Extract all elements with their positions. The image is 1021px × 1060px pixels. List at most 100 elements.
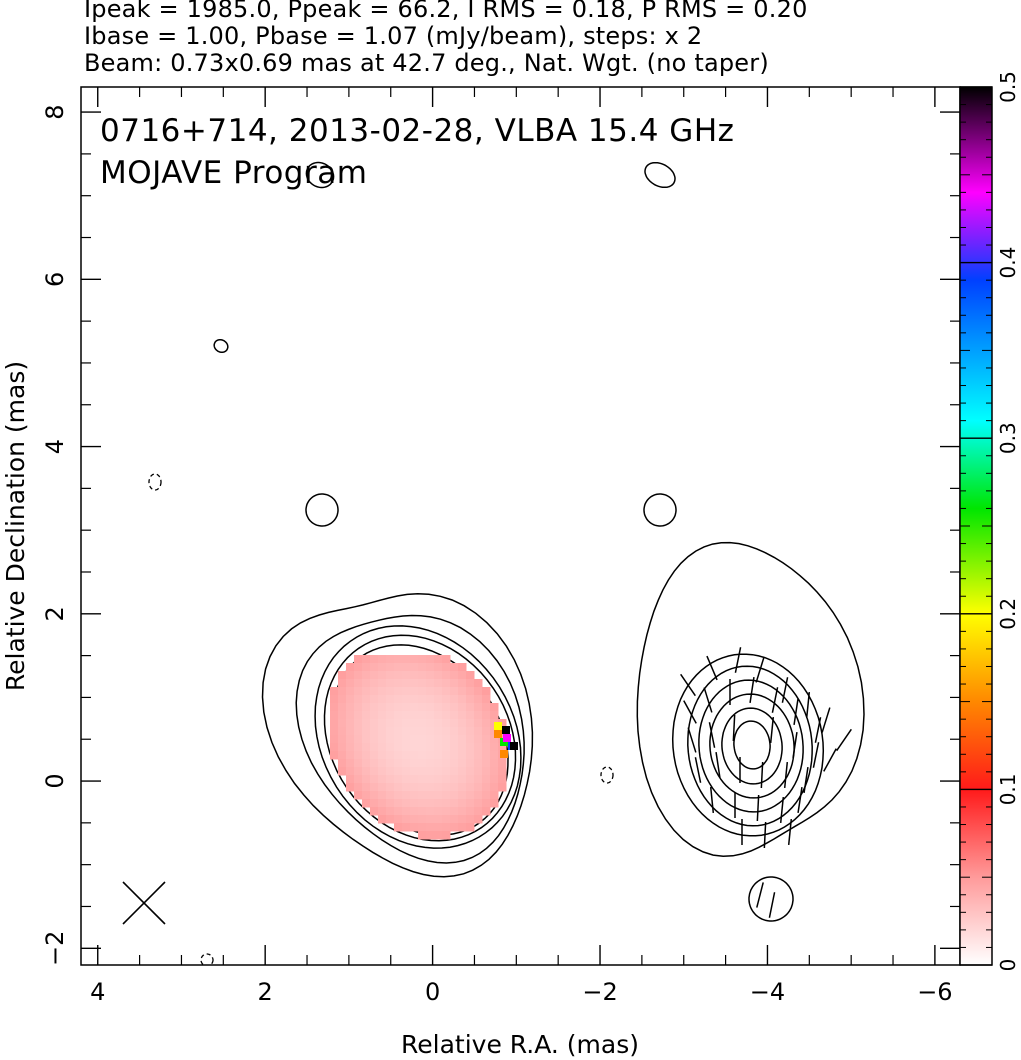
fpol-pixel [450,759,459,768]
fpol-pixel [458,767,467,776]
fpol-pixel [458,703,467,712]
fpol-pixel [434,799,443,808]
fpol-pixel [450,695,459,704]
fpol-pixel [458,663,467,672]
fpol-pixel [402,687,411,696]
fpol-pixel [490,775,499,784]
fpol-pixel [458,823,467,832]
fpol-pixel [498,743,507,752]
fpol-pixel [346,743,355,752]
evpa-vector [781,677,789,703]
x-axis-label: Relative R.A. (mas) [401,1030,639,1059]
fpol-pixel [386,671,395,680]
fpol-pixel [418,815,427,824]
fpol-pixel [338,703,347,712]
fpol-pixel [458,679,467,688]
fpol-pixel [474,703,483,712]
fpol-pixel [482,719,491,728]
fpol-pixel [434,831,443,840]
fpol-pixel [418,671,427,680]
fpol-pixel [386,679,395,688]
fpol-pixel [370,695,379,704]
fpol-pixel [346,727,355,736]
fpol-pixel [394,743,403,752]
fpol-pixel [426,671,435,680]
fpol-pixel [410,783,419,792]
fpol-pixel [442,679,451,688]
fpol-pixel [450,687,459,696]
fpol-pixel [346,719,355,728]
fpol-pixel [338,687,347,696]
fpol-pixel [346,687,355,696]
fpol-pixel [442,655,451,664]
fpol-pixel [466,703,475,712]
header-line-2: Ibase = 1.00, Pbase = 1.07 (mJy/beam), s… [84,22,703,50]
fpol-pixel [346,703,355,712]
fpol-pixel [330,695,339,704]
fpol-pixel [418,703,427,712]
fpol-pixel [378,679,387,688]
fpol-pixel [394,815,403,824]
fpol-pixel [426,823,435,832]
fpol-edge-pixel [500,750,508,758]
fpol-pixel [466,711,475,720]
fpol-pixel [434,775,443,784]
fpol-pixel [386,687,395,696]
fpol-pixel [410,719,419,728]
fpol-pixel [330,719,339,728]
fpol-pixel [474,695,483,704]
fpol-pixel [426,663,435,672]
evpa-vector [771,687,779,713]
fpol-pixel [378,791,387,800]
fpol-pixel [402,815,411,824]
fpol-pixel [450,751,459,760]
fpol-pixel [482,799,491,808]
fpol-pixel [362,663,371,672]
isolated-contour [213,339,229,353]
beam-marker [122,881,166,925]
fpol-pixel [338,711,347,720]
fpol-pixel [354,703,363,712]
fpol-edge-pixel [494,722,502,730]
evpa-vector [749,677,755,703]
fpol-pixel [442,783,451,792]
fpol-pixel [426,695,435,704]
fpol-pixel [378,663,387,672]
fpol-pixel [354,735,363,744]
fpol-pixel [402,655,411,664]
fpol-pixel [434,751,443,760]
evpa-vector [803,767,809,793]
fpol-pixel [458,791,467,800]
fpol-pixel [410,751,419,760]
fpol-pixel [466,751,475,760]
fpol-pixel [330,703,339,712]
fpol-pixel [426,711,435,720]
fpol-pixel [386,759,395,768]
evpa-vector [732,714,736,742]
fpol-pixel [354,719,363,728]
colorbar-tick-label: 0.3 [996,422,1020,454]
fpol-pixel [402,775,411,784]
fpol-pixel [434,695,443,704]
fpol-pixel [450,743,459,752]
fpol-pixel [362,759,371,768]
fpol-pixel [354,767,363,776]
fpol-pixel [474,791,483,800]
fpol-pixel-layer [330,655,518,840]
fpol-pixel [338,671,347,680]
fpol-pixel [442,815,451,824]
fpol-pixel [458,799,467,808]
fpol-pixel [482,735,491,744]
fpol-pixel [434,687,443,696]
fpol-pixel [442,751,451,760]
x-tick-label: −4 [750,978,785,1006]
fpol-pixel [434,655,443,664]
fpol-pixel [378,719,387,728]
fpol-pixel [466,759,475,768]
fpol-pixel [482,687,491,696]
fpol-pixel [386,815,395,824]
fpol-pixel [378,783,387,792]
fpol-pixel [346,767,355,776]
